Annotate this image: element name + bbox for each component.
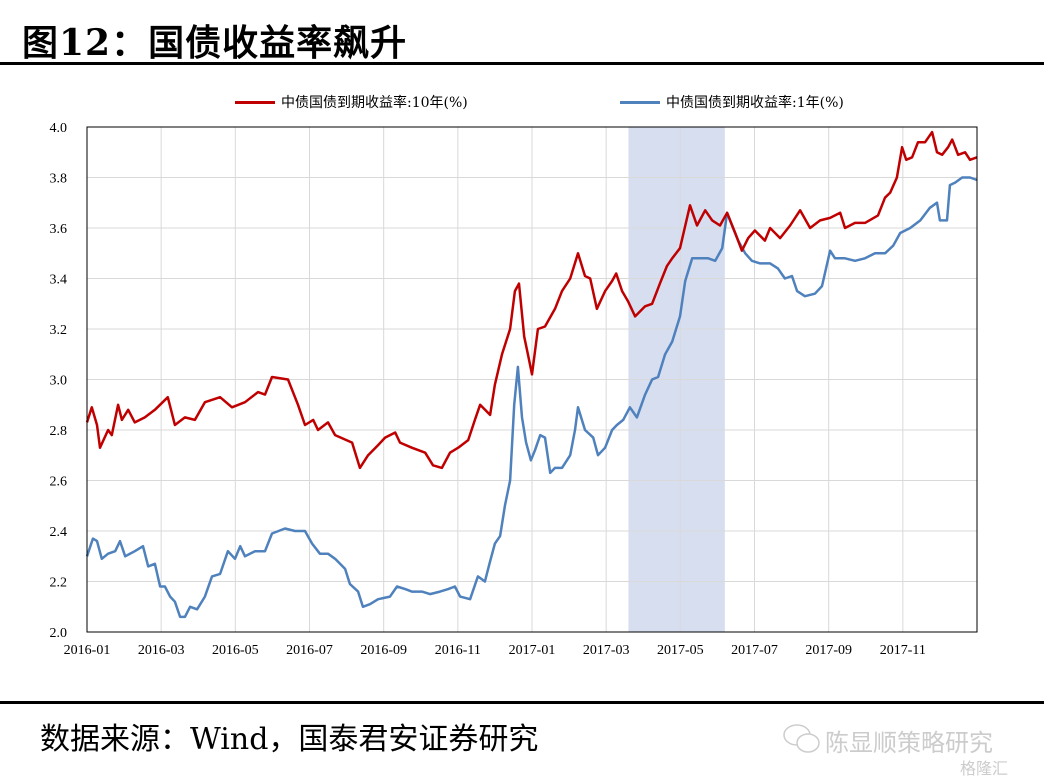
- legend-item-10y: 中债国债到期收益率:10年(%): [235, 92, 468, 112]
- x-tick-label: 2016-01: [64, 643, 111, 658]
- y-tick-label: 3.0: [50, 374, 68, 389]
- y-tick-label: 3.2: [50, 323, 68, 338]
- watermark-account: 陈显顺策略研究: [825, 729, 993, 757]
- x-tick-label: 2016-07: [286, 643, 333, 658]
- legend-item-1y: 中债国债到期收益率:1年(%): [620, 92, 844, 112]
- x-tick-label: 2017-01: [509, 643, 556, 658]
- series-line-1y: [85, 176, 978, 619]
- x-tick-label: 2017-05: [657, 643, 704, 658]
- legend-label-10y: 中债国债到期收益率:10年(%): [281, 95, 468, 111]
- x-tick-label: 2016-11: [435, 643, 481, 658]
- x-tick-label: 2017-07: [731, 643, 778, 658]
- x-tick-label: 2017-11: [880, 643, 926, 658]
- wechat-icon: [783, 724, 820, 753]
- y-tick-label: 3.6: [50, 222, 68, 237]
- source-note: 数据来源：Wind，国泰君安证券研究: [40, 722, 539, 757]
- y-tick-label: 2.4: [50, 525, 68, 540]
- series-line-10y: [85, 130, 978, 470]
- y-tick-label: 3.8: [50, 172, 68, 187]
- legend-swatch-10y: [235, 100, 275, 104]
- x-tick-label: 2017-03: [583, 643, 630, 658]
- title-rule: [0, 62, 1044, 65]
- y-tick-label: 2.2: [50, 576, 68, 591]
- x-tick-label: 2016-03: [138, 643, 185, 658]
- x-tick-label: 2016-09: [360, 643, 407, 658]
- y-tick-label: 2.8: [50, 424, 68, 439]
- x-tick-label: 2016-05: [212, 643, 259, 658]
- legend-swatch-1y: [620, 100, 660, 104]
- x-tick-label: 2017-09: [805, 643, 852, 658]
- figure-title: 图12：国债收益率飙升: [22, 22, 408, 64]
- y-tick-label: 2.0: [50, 626, 68, 641]
- watermark-platform: 格隆汇: [960, 759, 1009, 778]
- y-tick-label: 2.6: [50, 475, 68, 490]
- legend-label-1y: 中债国债到期收益率:1年(%): [666, 95, 844, 111]
- y-tick-label: 4.0: [50, 121, 68, 136]
- y-tick-label: 3.4: [50, 273, 68, 288]
- plot-frame: [86, 126, 978, 633]
- source-rule: [0, 701, 1044, 704]
